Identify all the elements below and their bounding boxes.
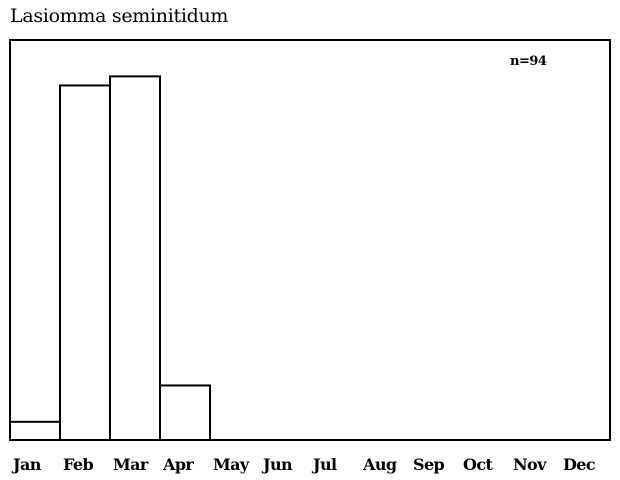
month-tick-labels: Jan Feb Mar Apr May Jun Jul Aug Sep Oct Nov Dec bbox=[11, 455, 596, 474]
tick-label-may: May bbox=[213, 455, 250, 474]
bar-mar bbox=[109, 75, 161, 441]
chart-title: Lasiomma seminitidum bbox=[10, 5, 229, 27]
tick-label-oct: Oct bbox=[463, 455, 493, 474]
tick-label-feb: Feb bbox=[63, 455, 93, 474]
sample-size-annotation: n=94 bbox=[510, 54, 547, 69]
tick-label-sep: Sep bbox=[413, 455, 445, 474]
tick-label-nov: Nov bbox=[513, 455, 547, 474]
tick-label-apr: Apr bbox=[162, 455, 194, 474]
plot-frame bbox=[9, 39, 611, 441]
tick-label-jul: Jul bbox=[311, 455, 337, 474]
tick-label-dec: Dec bbox=[563, 455, 596, 474]
bar-jan bbox=[9, 420, 61, 441]
bar-apr bbox=[159, 384, 211, 442]
bars-group bbox=[9, 75, 211, 442]
tick-label-jan: Jan bbox=[11, 455, 42, 474]
tick-label-mar: Mar bbox=[113, 455, 149, 474]
tick-label-aug: Aug bbox=[362, 455, 397, 474]
bar-feb bbox=[59, 84, 111, 441]
tick-label-jun: Jun bbox=[261, 455, 293, 474]
